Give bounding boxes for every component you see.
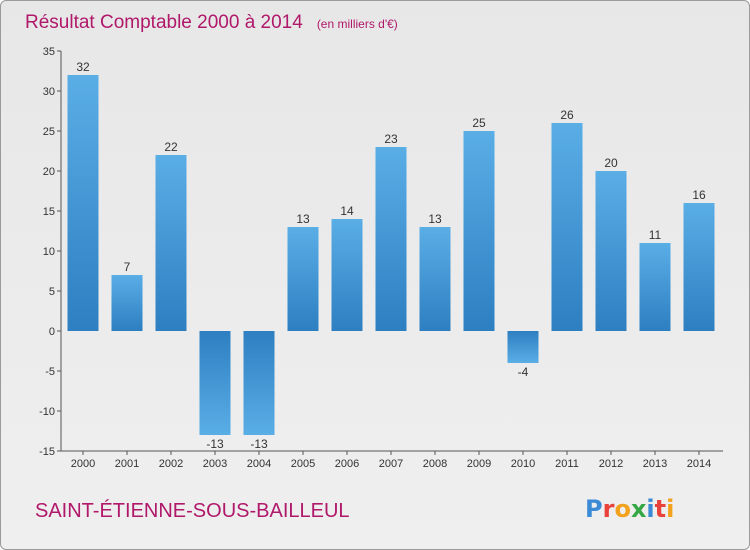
bar-2000: [67, 75, 99, 331]
data-label-2013: 11: [649, 228, 662, 242]
logo-text: Proxiti: [585, 495, 674, 523]
chart-title-unit: (en milliers d'€): [317, 17, 398, 31]
x-axis-ticks: 2000 2001 2002 2003 2004 2005 2006 2007 2008 2009…: [71, 451, 711, 470]
y-tick-label: 10: [43, 246, 55, 258]
x-tick-label-2008: 2008: [423, 458, 447, 470]
data-label-2006: 14: [340, 204, 354, 218]
y-tick-label: -15: [39, 446, 55, 458]
x-tick-label-2013: 2013: [643, 458, 667, 470]
data-label-2003: -13: [206, 437, 224, 451]
y-tick-label: 25: [43, 126, 55, 138]
bar-2008: [419, 227, 451, 331]
y-tick-label: 30: [43, 86, 55, 98]
x-tick-label-2009: 2009: [467, 458, 491, 470]
logo-letter: x: [631, 495, 647, 523]
logo-letter: t: [655, 495, 666, 523]
x-tick-label-2007: 2007: [379, 458, 403, 470]
logo-letter: i: [666, 495, 674, 523]
bar-2001: [111, 275, 143, 331]
x-tick-label-2012: 2012: [599, 458, 623, 470]
y-tick-label: -5: [45, 366, 55, 378]
x-tick-label-2004: 2004: [247, 458, 271, 470]
data-label-2010: -4: [518, 365, 529, 379]
x-tick-label-2000: 2000: [71, 458, 95, 470]
data-label-2009: 25: [472, 116, 486, 130]
chart-title-main: Résultat Comptable 2000 à 2014: [25, 12, 303, 33]
y-tick-label: 0: [49, 326, 55, 338]
x-tick-label-2003: 2003: [203, 458, 227, 470]
bar-2003: [199, 331, 231, 435]
bar-2002: [155, 155, 187, 331]
y-axis-ticks: 35 30 25 20 15 10 5 0 -5 -10 -15: [39, 46, 61, 458]
proxiti-logo: Proxiti: [585, 495, 674, 523]
x-tick-label-2002: 2002: [159, 458, 183, 470]
bar-2006: [331, 219, 363, 331]
logo-letter: r: [603, 495, 615, 523]
data-label-2002: 22: [164, 140, 178, 154]
bar-2012: [595, 171, 627, 331]
x-tick-label-2005: 2005: [291, 458, 315, 470]
bar-2007: [375, 147, 407, 331]
data-label-2005: 13: [296, 212, 310, 226]
y-tick-label: 20: [43, 166, 55, 178]
data-label-2000: 32: [76, 60, 90, 74]
data-label-2008: 13: [428, 212, 442, 226]
x-tick-label-2006: 2006: [335, 458, 359, 470]
x-tick-label-2010: 2010: [511, 458, 535, 470]
bar-2004: [243, 331, 275, 435]
y-tick-label: 5: [49, 286, 55, 298]
bar-2014: [683, 203, 715, 331]
data-label-2014: 16: [692, 188, 706, 202]
bar-2011: [551, 123, 583, 331]
data-label-2011: 26: [560, 108, 574, 122]
bar-2005: [287, 227, 319, 331]
logo-letter: P: [585, 495, 603, 523]
logo-letter: i: [646, 495, 654, 523]
bar-2013: [639, 243, 671, 331]
y-tick-label: -10: [39, 406, 55, 418]
bar-2010: [507, 331, 539, 363]
bars: 32 7 22 -13 -13 13 14 23 13 25 -4 26 20 11 16: [67, 60, 715, 451]
logo-letter: o: [614, 495, 631, 523]
data-label-2012: 20: [604, 156, 618, 170]
y-tick-label: 35: [43, 46, 55, 58]
data-label-2004: -13: [250, 437, 268, 451]
x-tick-label-2014: 2014: [687, 458, 711, 470]
commune-name: SAINT-ÉTIENNE-SOUS-BAILLEUL: [35, 499, 350, 522]
x-tick-label-2011: 2011: [555, 458, 579, 470]
data-label-2007: 23: [384, 132, 398, 146]
x-tick-label-2001: 2001: [115, 458, 139, 470]
chart-title: Résultat Comptable 2000 à 2014 (en milli…: [25, 12, 398, 33]
data-label-2001: 7: [124, 260, 131, 274]
y-tick-label: 15: [43, 206, 55, 218]
bar-2009: [463, 131, 495, 331]
